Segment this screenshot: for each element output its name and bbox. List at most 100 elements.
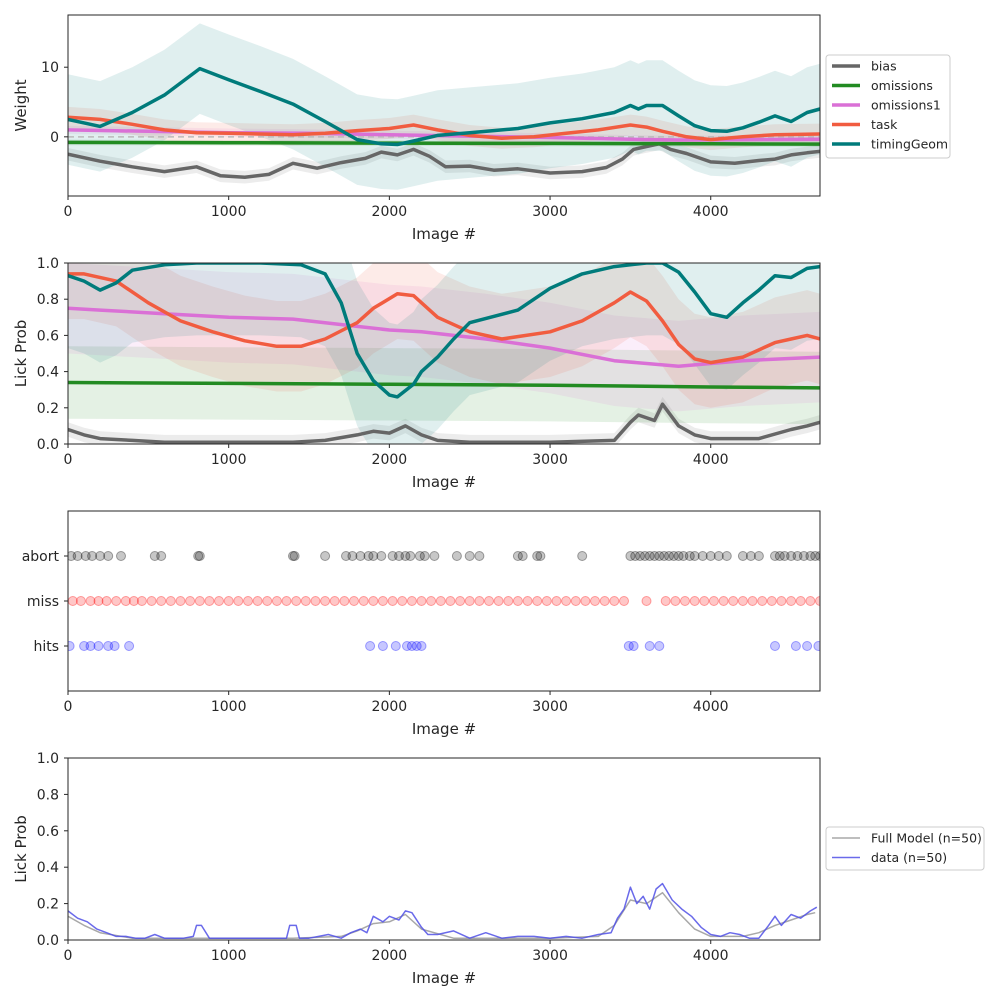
point-abort xyxy=(68,551,77,561)
x-tick-label: 1000 xyxy=(211,699,247,715)
point-miss xyxy=(128,596,139,606)
x-tick-label: 2000 xyxy=(372,699,408,715)
point-miss xyxy=(718,596,729,606)
x-tick-label: 3000 xyxy=(532,452,568,468)
point-miss xyxy=(111,596,122,606)
x-tick-label: 0 xyxy=(64,204,73,220)
point-abort xyxy=(635,551,645,561)
chart-panel-1: 0 1000 2000 3000 4000 0 10 Image # Weight xyxy=(12,14,821,243)
point-miss xyxy=(699,596,710,606)
point-miss xyxy=(262,596,273,606)
point-abort xyxy=(532,551,543,561)
point-miss xyxy=(204,596,215,606)
legend-box xyxy=(825,826,985,871)
point-abort xyxy=(156,551,167,561)
point-miss xyxy=(223,596,234,606)
point-miss xyxy=(660,596,671,606)
point-miss xyxy=(387,596,398,606)
point-abort xyxy=(664,551,674,561)
point-abort xyxy=(654,551,665,561)
series-line-task xyxy=(68,115,820,142)
point-abort xyxy=(376,551,387,561)
point-miss xyxy=(435,596,446,606)
point-miss xyxy=(570,596,581,606)
point-hits xyxy=(402,641,412,651)
point-abort xyxy=(745,551,756,561)
point-hits xyxy=(68,641,75,651)
chart-panel-2: 0 1000 2000 3000 4000 0.0 0.2 0.4 0.6 0.8 1.0 Image… xyxy=(12,256,821,491)
legend: bias omissions omissions1 task timingGeom xyxy=(825,54,951,159)
point-miss xyxy=(93,596,104,606)
y-tick-label: 0.6 xyxy=(37,328,59,344)
series-line-omissions1 xyxy=(68,306,820,368)
y-tick-label: 0.0 xyxy=(37,437,59,453)
point-abort xyxy=(625,551,636,561)
y-tick-label: 0.6 xyxy=(37,824,59,840)
x-tick-label: 2000 xyxy=(372,948,408,964)
point-miss xyxy=(271,596,282,606)
axes-frame xyxy=(67,757,821,941)
plot-area xyxy=(68,882,818,939)
y-tick-label: 10 xyxy=(41,60,59,76)
point-abort xyxy=(405,551,416,561)
y-tick-label: 0 xyxy=(50,130,59,146)
x-tick-label: 2000 xyxy=(372,204,408,220)
point-miss xyxy=(368,596,379,606)
x-tick-label: 1000 xyxy=(211,204,247,220)
band-timinggeom xyxy=(68,263,820,444)
point-abort xyxy=(149,551,160,561)
series-line-timinggeom xyxy=(68,263,820,399)
point-miss xyxy=(522,596,533,606)
point-abort xyxy=(87,551,98,561)
x-tick-label: 4000 xyxy=(693,948,729,964)
point-miss xyxy=(609,596,620,606)
x-tick-label: 0 xyxy=(64,699,73,715)
point-abort xyxy=(644,551,655,561)
point-miss xyxy=(464,596,475,606)
legend-label: data (n=50) xyxy=(871,850,947,865)
point-miss xyxy=(377,596,388,606)
series-line-bias xyxy=(68,402,820,444)
point-hits xyxy=(103,641,114,651)
y-tick-label: 0.8 xyxy=(37,787,59,803)
point-abort xyxy=(678,551,689,561)
point-miss xyxy=(532,596,543,606)
point-miss xyxy=(320,596,331,606)
point-miss xyxy=(795,596,806,606)
point-miss xyxy=(619,596,629,606)
point-miss xyxy=(561,596,572,606)
x-tick-label: 0 xyxy=(64,452,73,468)
legend-label: Full Model (n=50) xyxy=(871,831,982,846)
point-abort xyxy=(400,551,411,561)
point-miss xyxy=(670,596,681,606)
plot-area xyxy=(68,23,820,190)
point-abort xyxy=(288,551,298,561)
y-tick-label: 1.0 xyxy=(37,751,59,767)
point-miss xyxy=(349,596,359,606)
point-hits xyxy=(790,641,801,651)
point-hits xyxy=(79,641,90,651)
point-miss xyxy=(101,596,112,606)
point-hits xyxy=(628,641,639,651)
axes-frame xyxy=(67,14,821,197)
point-abort xyxy=(414,551,425,561)
point-abort xyxy=(753,551,764,561)
point-abort xyxy=(341,551,351,561)
x-axis-label: Image # xyxy=(412,969,476,987)
point-miss xyxy=(233,596,244,606)
point-abort xyxy=(713,551,724,561)
series-line-omissions xyxy=(68,380,820,390)
y-tick-label: 0.0 xyxy=(37,933,59,949)
point-miss xyxy=(214,596,224,606)
point-abort xyxy=(347,551,358,561)
y-axis-label: Lick Prob xyxy=(12,320,30,388)
point-abort xyxy=(798,551,809,561)
point-hits xyxy=(406,641,417,651)
point-miss xyxy=(455,596,466,606)
point-abort xyxy=(103,551,114,561)
y-tick-label: 1.0 xyxy=(37,256,59,272)
point-miss xyxy=(728,596,739,606)
point-abort xyxy=(815,551,820,561)
point-miss xyxy=(243,596,253,606)
point-abort xyxy=(95,551,106,561)
